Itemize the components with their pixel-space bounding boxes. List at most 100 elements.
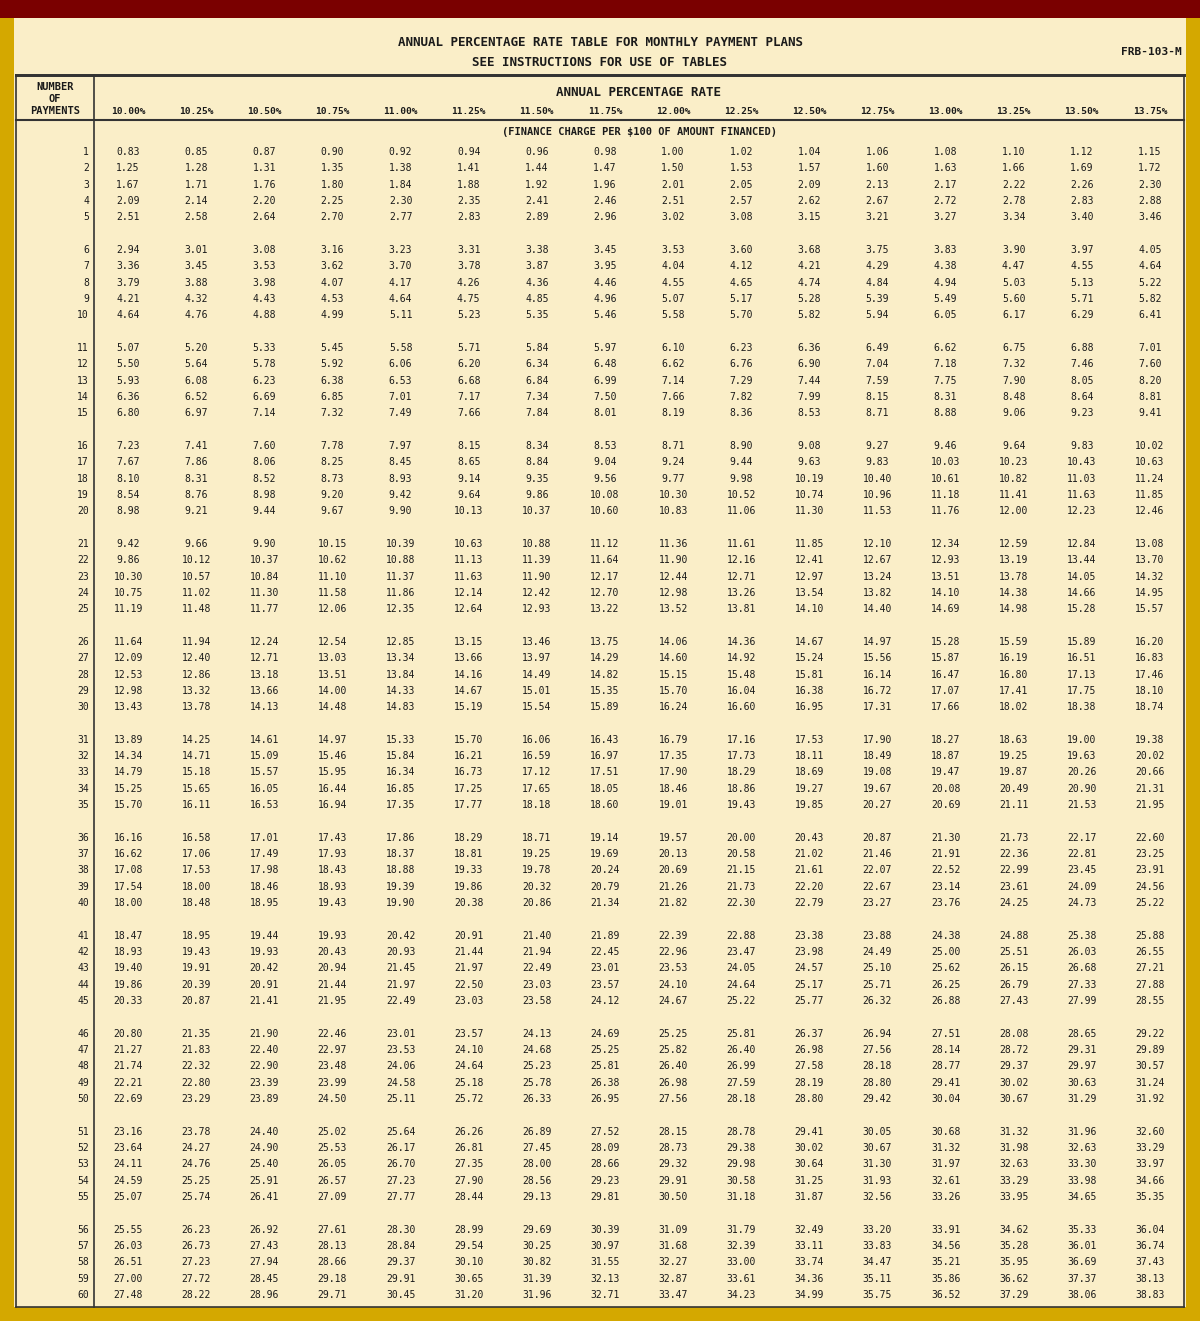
Text: 6.17: 6.17 [1002,310,1026,321]
Text: 17.75: 17.75 [1067,686,1097,696]
Text: 3: 3 [83,180,89,190]
Text: 16.59: 16.59 [522,752,552,761]
Text: 5.33: 5.33 [252,343,276,353]
Text: 10.15: 10.15 [318,539,347,550]
Text: 13.75%: 13.75% [1133,107,1168,115]
Text: 12.97: 12.97 [794,572,824,581]
Text: 28.65: 28.65 [1067,1029,1097,1038]
Text: 16.16: 16.16 [113,832,143,843]
Text: 1.69: 1.69 [1070,164,1093,173]
Text: 29.38: 29.38 [726,1143,756,1153]
Text: 29: 29 [77,686,89,696]
Text: 36.69: 36.69 [1067,1258,1097,1267]
Text: 3.45: 3.45 [593,246,617,255]
Text: 11.85: 11.85 [1135,490,1165,499]
Text: 7: 7 [83,262,89,271]
Text: 21.83: 21.83 [181,1045,211,1055]
Text: 8.71: 8.71 [865,408,889,419]
Text: 26.81: 26.81 [454,1143,484,1153]
Text: 13.81: 13.81 [726,604,756,614]
Text: 11.53: 11.53 [863,506,892,517]
Text: 16.85: 16.85 [386,783,415,794]
Text: 1.76: 1.76 [252,180,276,190]
Text: 11.63: 11.63 [454,572,484,581]
Text: 55: 55 [77,1192,89,1202]
Text: 37.37: 37.37 [1067,1273,1097,1284]
Text: 21.91: 21.91 [931,849,960,859]
Text: 23.78: 23.78 [181,1127,211,1136]
Text: 10.40: 10.40 [863,474,892,483]
Text: 20.91: 20.91 [250,980,278,989]
Text: 27.09: 27.09 [318,1192,347,1202]
Text: 12.00%: 12.00% [656,107,690,115]
Text: 27.58: 27.58 [794,1061,824,1071]
Text: 11.64: 11.64 [113,637,143,647]
Text: 23.76: 23.76 [931,898,960,908]
Text: 8.52: 8.52 [252,474,276,483]
Text: 9.86: 9.86 [116,555,140,565]
Text: 2.88: 2.88 [1138,196,1162,206]
Text: 28.19: 28.19 [794,1078,824,1087]
Text: 9.21: 9.21 [185,506,208,517]
Text: 15.70: 15.70 [659,686,688,696]
Text: 7.60: 7.60 [1138,359,1162,370]
Text: 6.97: 6.97 [185,408,208,419]
Text: 20.13: 20.13 [659,849,688,859]
Text: 31.39: 31.39 [522,1273,552,1284]
Text: 16.19: 16.19 [998,653,1028,663]
Text: 3.75: 3.75 [865,246,889,255]
Text: 31.32: 31.32 [931,1143,960,1153]
Text: 7.32: 7.32 [320,408,344,419]
Text: 29.23: 29.23 [590,1176,619,1185]
Text: 23.45: 23.45 [1067,865,1097,876]
Text: 25.74: 25.74 [181,1192,211,1202]
Text: 23.48: 23.48 [318,1061,347,1071]
Text: 43: 43 [77,963,89,974]
Text: 16.80: 16.80 [998,670,1028,679]
Text: 2.58: 2.58 [185,213,208,222]
Text: 2.62: 2.62 [798,196,821,206]
Text: 16.06: 16.06 [522,734,552,745]
Text: 20.91: 20.91 [454,931,484,941]
Text: 10.74: 10.74 [794,490,824,499]
Text: 22.07: 22.07 [863,865,892,876]
Text: 19.01: 19.01 [659,801,688,810]
Text: 23.47: 23.47 [726,947,756,956]
Text: 19.33: 19.33 [454,865,484,876]
Text: 3.68: 3.68 [798,246,821,255]
Text: 3.34: 3.34 [1002,213,1026,222]
Text: 49: 49 [77,1078,89,1087]
Text: 22.80: 22.80 [181,1078,211,1087]
Text: 13.22: 13.22 [590,604,619,614]
Text: 8.25: 8.25 [320,457,344,468]
Text: 21.41: 21.41 [250,996,278,1007]
Text: 13.19: 13.19 [998,555,1028,565]
Text: 1.00: 1.00 [661,147,685,157]
Text: 18.47: 18.47 [113,931,143,941]
Text: 34.56: 34.56 [931,1240,960,1251]
Text: 26.55: 26.55 [1135,947,1165,956]
Text: 20.38: 20.38 [454,898,484,908]
Text: 13.51: 13.51 [318,670,347,679]
Text: 28.66: 28.66 [318,1258,347,1267]
Text: 34.62: 34.62 [998,1225,1028,1235]
Text: 9.41: 9.41 [1138,408,1162,419]
Text: 26.15: 26.15 [998,963,1028,974]
Text: 28: 28 [77,670,89,679]
Text: 8.73: 8.73 [320,474,344,483]
Text: 20.43: 20.43 [318,947,347,956]
Text: 32.49: 32.49 [794,1225,824,1235]
Text: 19.86: 19.86 [113,980,143,989]
Text: 3.02: 3.02 [661,213,685,222]
Text: 25.81: 25.81 [726,1029,756,1038]
Text: 16.43: 16.43 [590,734,619,745]
Text: 19.39: 19.39 [386,881,415,892]
Text: 27.77: 27.77 [386,1192,415,1202]
Text: 33.47: 33.47 [659,1289,688,1300]
Text: 23.58: 23.58 [522,996,552,1007]
Text: 30.68: 30.68 [931,1127,960,1136]
Text: 3.08: 3.08 [252,246,276,255]
Text: 20.27: 20.27 [863,801,892,810]
Text: 3.15: 3.15 [798,213,821,222]
Text: 35.35: 35.35 [1135,1192,1165,1202]
